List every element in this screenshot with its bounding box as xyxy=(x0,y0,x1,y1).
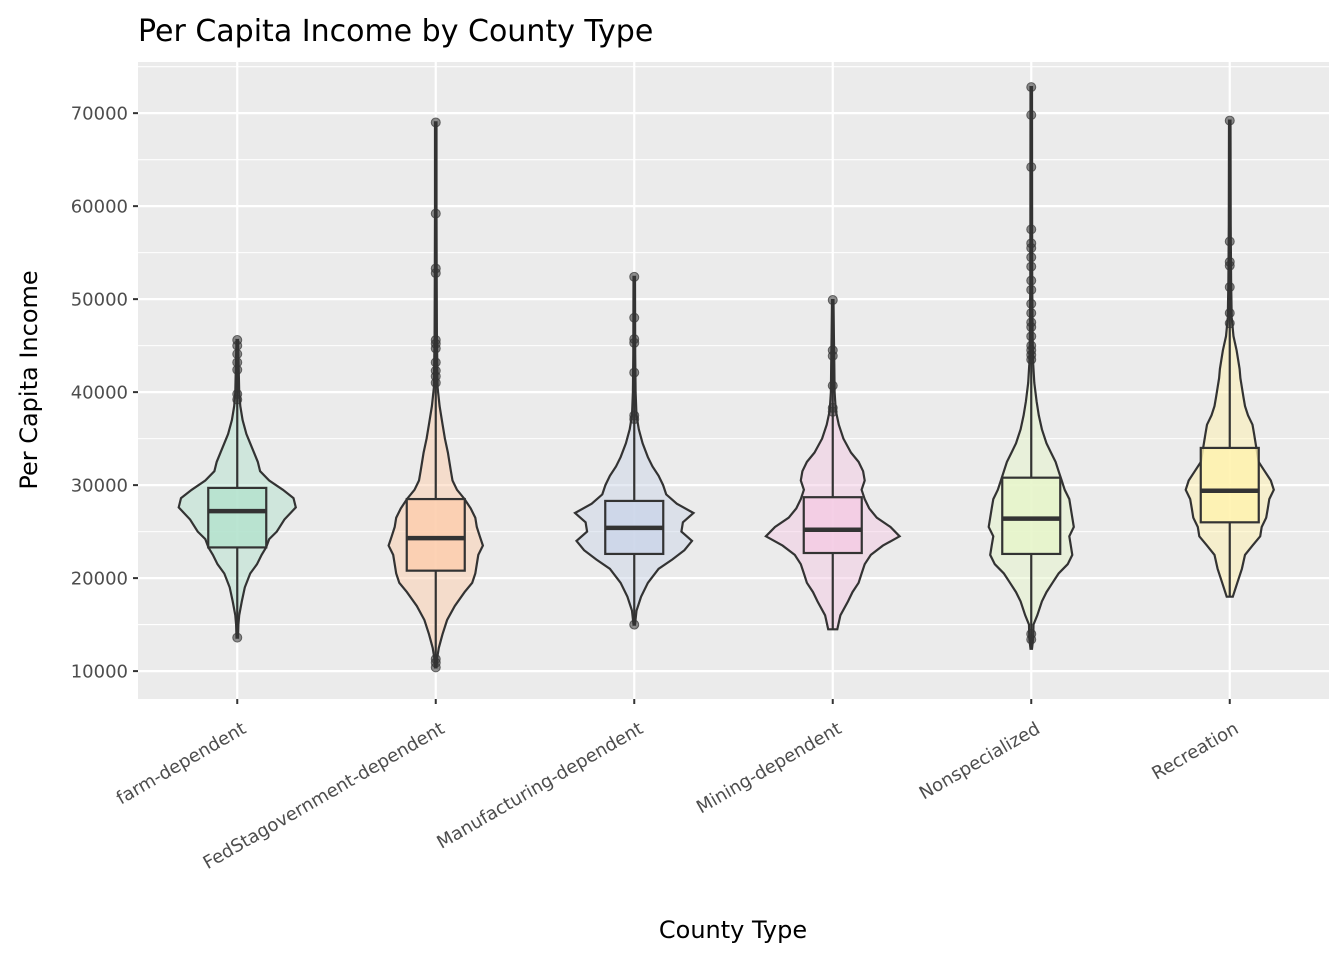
outlier-point xyxy=(430,365,441,376)
outlier-point xyxy=(629,312,640,323)
x-tick-label: Mining-dependent xyxy=(693,718,845,818)
outlier-point xyxy=(430,208,441,219)
outlier-point xyxy=(1026,340,1037,351)
outlier-point xyxy=(629,271,640,282)
y-axis-title: Per Capita Income xyxy=(15,270,43,489)
outlier-point xyxy=(430,335,441,346)
y-tick-label: 20000 xyxy=(71,569,128,590)
y-tick-label: 70000 xyxy=(71,104,128,125)
outlier-point xyxy=(430,117,441,128)
violin-group-mining-dependent xyxy=(764,295,902,631)
y-tick-label: 60000 xyxy=(71,197,128,218)
outlier-point xyxy=(1026,110,1037,121)
iqr-box xyxy=(1001,476,1062,556)
outlier-point xyxy=(1224,282,1235,293)
y-tick-label: 50000 xyxy=(71,290,128,311)
outlier-point xyxy=(232,388,243,399)
x-tick-label: farm-dependent xyxy=(113,718,250,809)
iqr-box xyxy=(405,497,466,572)
outlier-point xyxy=(430,263,441,274)
outlier-point xyxy=(1224,308,1235,319)
x-tick-label: Recreation xyxy=(1148,718,1242,784)
outlier-point xyxy=(827,345,838,356)
outlier-point xyxy=(827,402,838,413)
outlier-point xyxy=(827,295,838,306)
outlier-point xyxy=(1026,261,1037,272)
outlier-point xyxy=(629,334,640,345)
outlier-point xyxy=(1026,308,1037,319)
outlier-point xyxy=(629,367,640,378)
x-tick-label: Nonspecialized xyxy=(916,718,1044,804)
outlier-point xyxy=(1026,252,1037,263)
outlier-point xyxy=(1026,331,1037,342)
y-tick-label: 10000 xyxy=(71,662,128,683)
iqr-box xyxy=(802,496,863,555)
chart-title: Per Capita Income by County Type xyxy=(138,14,653,49)
outlier-point xyxy=(629,619,640,630)
iqr-box xyxy=(1199,446,1260,524)
violin-group-nonspecialized xyxy=(987,82,1075,650)
outlier-point xyxy=(232,357,243,368)
violin-group-recreation xyxy=(1184,115,1275,598)
outlier-point xyxy=(1026,82,1037,93)
x-tick-label: Manufacturing-dependent xyxy=(433,718,646,853)
outlier-point xyxy=(827,380,838,391)
outlier-point xyxy=(1026,162,1037,173)
outlier-point xyxy=(1026,284,1037,295)
outlier-point xyxy=(1026,317,1037,328)
plot-panel xyxy=(138,62,1329,699)
outlier-point xyxy=(430,654,441,665)
outlier-point xyxy=(1026,238,1037,249)
iqr-box xyxy=(207,486,268,549)
outlier-point xyxy=(232,348,243,359)
violin-group-manufacturing-dependent xyxy=(573,271,696,630)
x-axis-title: County Type xyxy=(659,916,807,944)
outlier-point xyxy=(1224,318,1235,329)
y-axis: 10000 20000 30000 40000 50000 60000 70000 xyxy=(71,104,138,683)
outlier-point xyxy=(232,335,243,346)
y-tick-label: 30000 xyxy=(71,476,128,497)
outlier-point xyxy=(1026,298,1037,309)
outlier-point xyxy=(232,632,243,643)
outlier-point xyxy=(1026,628,1037,639)
violin-group-farm-dependent xyxy=(177,335,298,643)
outlier-point xyxy=(1224,115,1235,126)
outlier-point xyxy=(629,410,640,421)
outlier-point xyxy=(1224,256,1235,267)
violin-group-fedstagovernment-dependent xyxy=(387,117,485,673)
outlier-point xyxy=(1026,224,1037,235)
outlier-point xyxy=(1224,236,1235,247)
y-tick-label: 40000 xyxy=(71,383,128,404)
outlier-point xyxy=(1026,275,1037,286)
groups-layer xyxy=(177,82,1275,673)
outlier-point xyxy=(430,357,441,368)
x-axis: farm-dependentFedStagovernment-dependent… xyxy=(113,699,1242,874)
